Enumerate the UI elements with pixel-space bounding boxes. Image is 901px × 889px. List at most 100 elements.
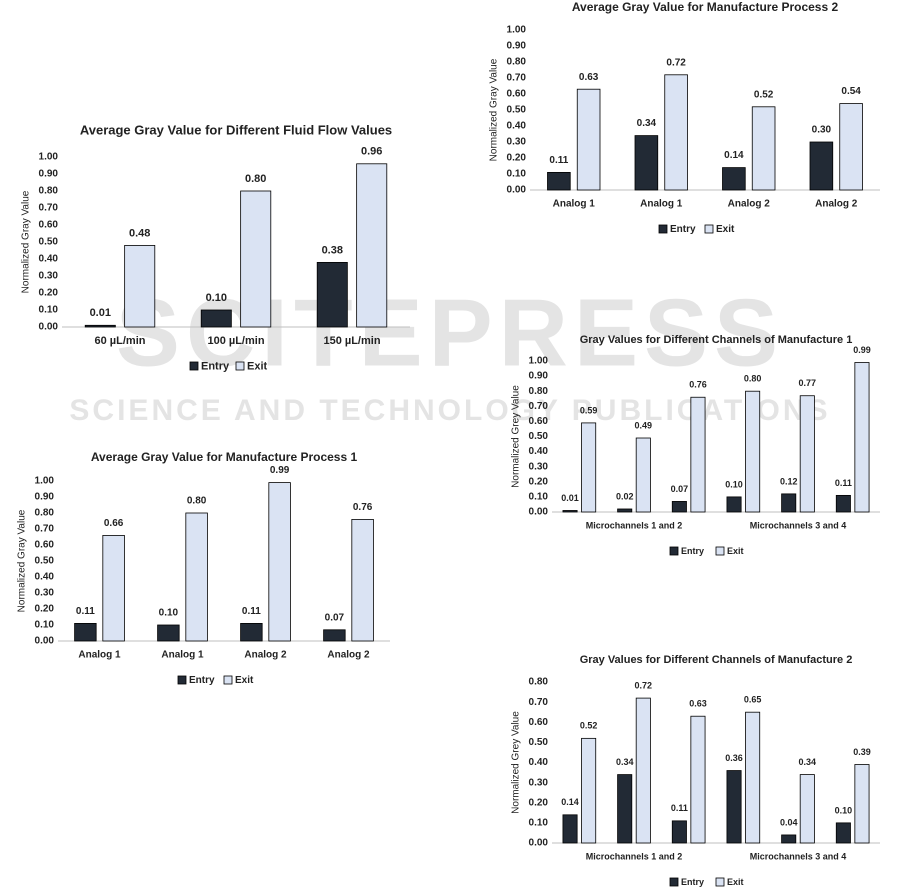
x-tick-label: Microchannels 1 and 2 <box>586 520 683 530</box>
value-label: 0.11 <box>549 155 568 166</box>
value-label: 0.10 <box>835 805 853 815</box>
y-tick-label: 1.00 <box>35 476 55 487</box>
legend-label: Exit <box>235 675 254 686</box>
chart-title: Gray Values for Different Channels of Ma… <box>580 334 853 346</box>
y-axis-label: Normalized Gray Value <box>21 190 32 293</box>
bar <box>835 822 851 844</box>
bar <box>562 814 578 844</box>
y-tick-label: 0.60 <box>39 220 59 231</box>
legend-swatch <box>715 546 725 556</box>
value-label: 0.11 <box>835 478 852 488</box>
y-tick-label: 0.30 <box>529 777 549 788</box>
y-tick-label: 0.50 <box>39 237 59 248</box>
value-label: 0.80 <box>187 496 207 507</box>
y-tick-label: 0.20 <box>39 288 59 299</box>
y-tick-label: 0.80 <box>507 57 527 68</box>
bar <box>581 422 597 513</box>
y-tick-label: 0.30 <box>35 588 55 599</box>
value-label: 0.34 <box>799 757 817 767</box>
value-label: 0.63 <box>579 72 599 83</box>
bar <box>799 774 815 844</box>
bar <box>722 167 746 191</box>
x-tick-label: Microchannels 3 and 4 <box>750 851 847 861</box>
y-tick-label: 1.00 <box>507 25 527 36</box>
y-axis-label: Normalized Gray Value <box>489 58 500 161</box>
chart-title: Average Gray Value for Different Fluid F… <box>80 122 392 137</box>
bar <box>617 774 633 844</box>
legend-label: Entry <box>189 675 215 686</box>
value-label: 0.65 <box>744 695 762 705</box>
value-label: 0.80 <box>744 374 762 384</box>
value-label: 0.07 <box>671 484 689 494</box>
x-tick-label: Analog 2 <box>327 650 370 661</box>
y-tick-label: 0.10 <box>529 492 549 503</box>
x-tick-label: Analog 2 <box>815 199 858 210</box>
bar <box>240 623 263 642</box>
value-label: 0.54 <box>841 86 861 97</box>
legend-swatch <box>223 675 233 685</box>
y-tick-label: 0.90 <box>39 169 59 180</box>
bar <box>84 324 116 328</box>
y-tick-label: 0.60 <box>35 540 55 551</box>
y-tick-label: 0.60 <box>507 89 527 100</box>
y-tick-label: 1.00 <box>529 356 549 367</box>
legend-label: Exit <box>247 360 268 372</box>
value-label: 0.36 <box>725 753 743 763</box>
legend-label: Exit <box>727 546 744 556</box>
y-tick-label: 0.20 <box>529 797 549 808</box>
value-label: 0.59 <box>580 405 598 415</box>
bar <box>581 737 597 844</box>
x-tick-label: 150 µL/min <box>323 335 380 347</box>
value-label: 0.52 <box>754 89 774 100</box>
y-tick-label: 0.30 <box>39 271 59 282</box>
y-axis-label: Normalized Grey Value <box>511 385 522 488</box>
y-tick-label: 0.90 <box>35 492 55 503</box>
y-tick-label: 0.60 <box>529 416 549 427</box>
chart-title: Average Gray Value for Manufacture Proce… <box>572 0 839 14</box>
bar <box>356 163 388 328</box>
y-tick-label: 0.20 <box>35 604 55 615</box>
bar <box>835 494 851 513</box>
value-label: 0.10 <box>206 292 227 304</box>
bar <box>726 496 742 513</box>
legend-swatch <box>177 675 187 685</box>
value-label: 0.77 <box>799 378 817 388</box>
y-tick-label: 0.40 <box>39 254 59 265</box>
bar <box>316 261 348 328</box>
x-tick-label: Analog 1 <box>553 199 596 210</box>
y-tick-label: 0.80 <box>35 508 55 519</box>
value-label: 0.38 <box>322 244 343 256</box>
value-label: 0.14 <box>561 797 579 807</box>
bar <box>781 493 797 513</box>
value-label: 0.01 <box>90 307 111 319</box>
bar <box>240 190 272 328</box>
bar <box>671 820 687 844</box>
bar <box>690 396 706 513</box>
y-tick-label: 0.40 <box>529 446 549 457</box>
value-label: 0.52 <box>580 721 598 731</box>
legend-swatch <box>669 546 679 556</box>
y-tick-label: 0.10 <box>35 620 55 631</box>
bar <box>634 135 659 191</box>
value-label: 0.99 <box>853 345 871 355</box>
bar <box>635 437 651 513</box>
y-tick-label: 0.00 <box>507 185 527 196</box>
bar <box>102 535 125 642</box>
y-tick-label: 0.40 <box>507 121 527 132</box>
bar <box>671 501 687 513</box>
value-label: 0.14 <box>724 150 744 161</box>
value-label: 0.07 <box>325 612 345 623</box>
x-tick-label: Analog 1 <box>161 650 204 661</box>
y-tick-label: 0.30 <box>507 137 527 148</box>
value-label: 0.11 <box>76 606 95 617</box>
y-tick-label: 0.50 <box>529 431 549 442</box>
x-tick-label: 60 µL/min <box>95 335 146 347</box>
y-tick-label: 0.30 <box>529 461 549 472</box>
y-tick-label: 0.70 <box>39 203 59 214</box>
bar <box>726 770 742 844</box>
bar <box>268 482 291 642</box>
chart-title: Gray Values for Different Channels of Ma… <box>580 654 853 666</box>
y-tick-label: 1.00 <box>39 152 59 163</box>
value-label: 0.10 <box>159 608 179 619</box>
